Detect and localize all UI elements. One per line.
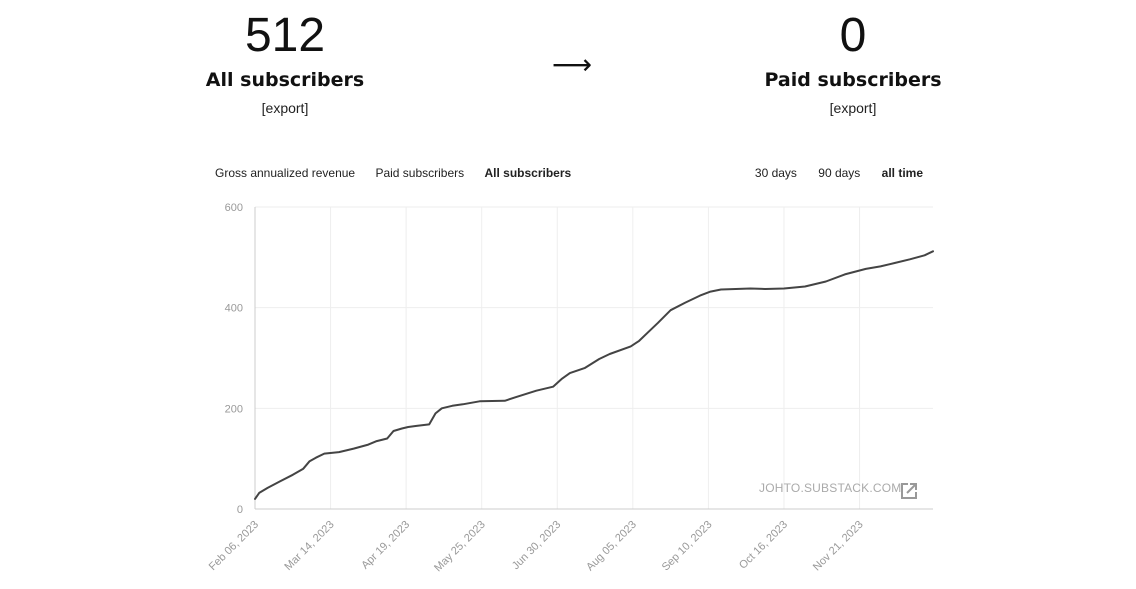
metric-tabs: Gross annualized revenue Paid subscriber…	[215, 166, 588, 180]
external-link-icon[interactable]	[899, 481, 919, 501]
paid-subscribers-label: Paid subscribers	[764, 69, 942, 91]
right-arrow-icon: ⟶	[552, 48, 593, 81]
all-subscribers-count: 512	[244, 9, 326, 62]
all-subscribers-stat: 512 All subscribers [export]	[185, 8, 385, 116]
tab-gross-annualized-revenue[interactable]: Gross annualized revenue	[215, 166, 356, 180]
range-tabs: 30 days 90 days all time	[737, 166, 923, 180]
paid-subscribers-stat: 0 Paid subscribers [export]	[753, 8, 953, 116]
x-tick-label: Oct 16, 2023	[737, 519, 790, 572]
paid-subscribers-export-link[interactable]: [export]	[829, 100, 877, 116]
x-tick-label: Sep 10, 2023	[660, 519, 715, 574]
publication-watermark[interactable]: JOHTO.SUBSTACK.COM	[759, 481, 902, 495]
x-tick-label: Nov 21, 2023	[811, 519, 866, 574]
y-tick-label: 400	[225, 303, 243, 315]
all-subscribers-export-link[interactable]: [export]	[261, 100, 309, 116]
x-tick-label: Aug 05, 2023	[584, 519, 639, 574]
tab-paid-subscribers[interactable]: Paid subscribers	[375, 166, 465, 180]
x-tick-label: Jun 30, 2023	[510, 519, 563, 572]
x-tick-label: Feb 06, 2023	[207, 519, 261, 573]
tab-90-days[interactable]: 90 days	[818, 166, 861, 180]
y-tick-label: 0	[237, 504, 243, 516]
tab-30-days[interactable]: 30 days	[754, 166, 797, 180]
y-tick-label: 200	[225, 403, 243, 415]
x-tick-label: Mar 14, 2023	[282, 519, 336, 573]
tab-all-subscribers[interactable]: All subscribers	[484, 166, 572, 180]
all-subscribers-label: All subscribers	[205, 69, 365, 91]
x-tick-label: May 25, 2023	[432, 519, 488, 575]
tab-all-time[interactable]: all time	[881, 166, 923, 180]
paid-subscribers-count: 0	[839, 9, 867, 62]
x-tick-label: Apr 19, 2023	[359, 519, 412, 572]
series-line-all-subscribers	[254, 250, 934, 500]
y-tick-label: 600	[225, 202, 243, 214]
